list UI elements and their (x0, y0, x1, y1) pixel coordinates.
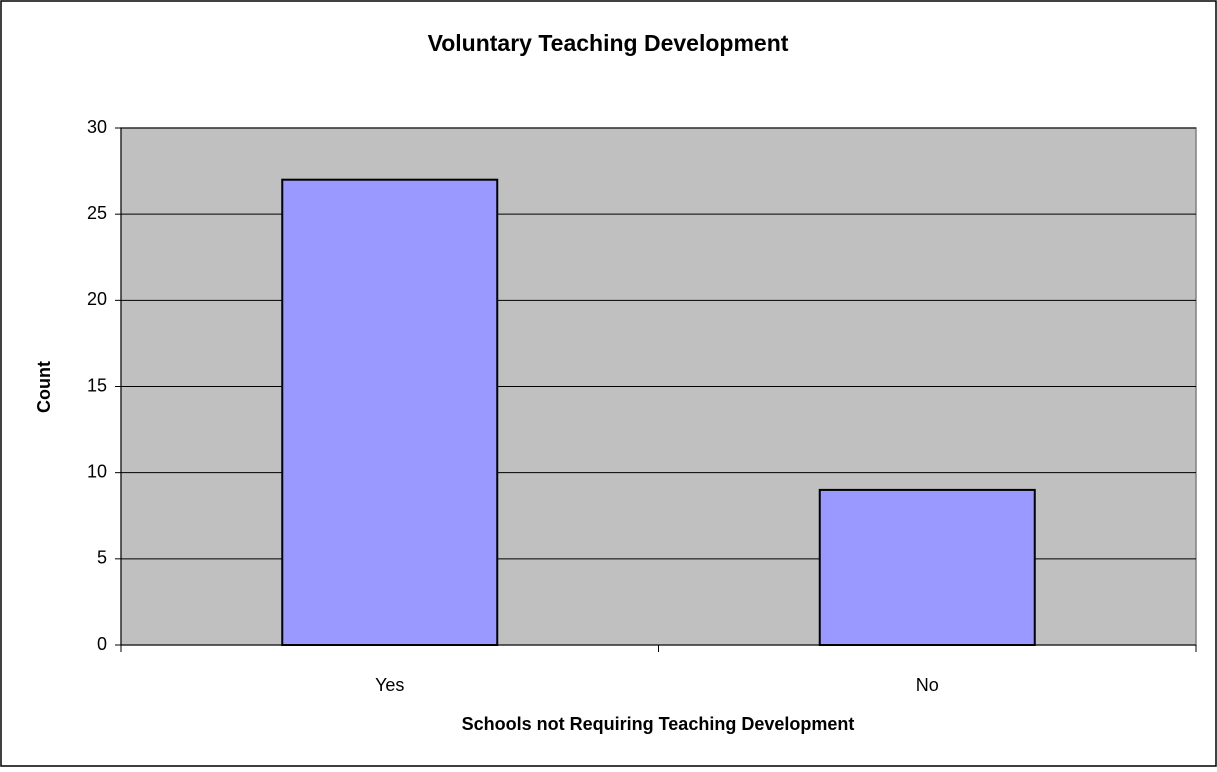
y-tick-label: 25 (87, 203, 107, 223)
bar (281, 178, 499, 646)
chart-title: Voluntary Teaching Development (428, 30, 789, 56)
y-tick-label: 0 (97, 634, 107, 654)
x-tick-label: No (916, 675, 939, 695)
y-axis-label: Count (34, 361, 54, 413)
y-tick-label: 30 (87, 117, 107, 137)
y-tick-label: 5 (97, 548, 107, 568)
x-axis-label: Schools not Requiring Teaching Developme… (462, 714, 855, 734)
y-tick-label: 15 (87, 375, 107, 395)
bar (818, 488, 1036, 646)
y-tick-label: 10 (87, 461, 107, 481)
x-tick-label: Yes (375, 675, 404, 695)
y-tick-label: 20 (87, 289, 107, 309)
